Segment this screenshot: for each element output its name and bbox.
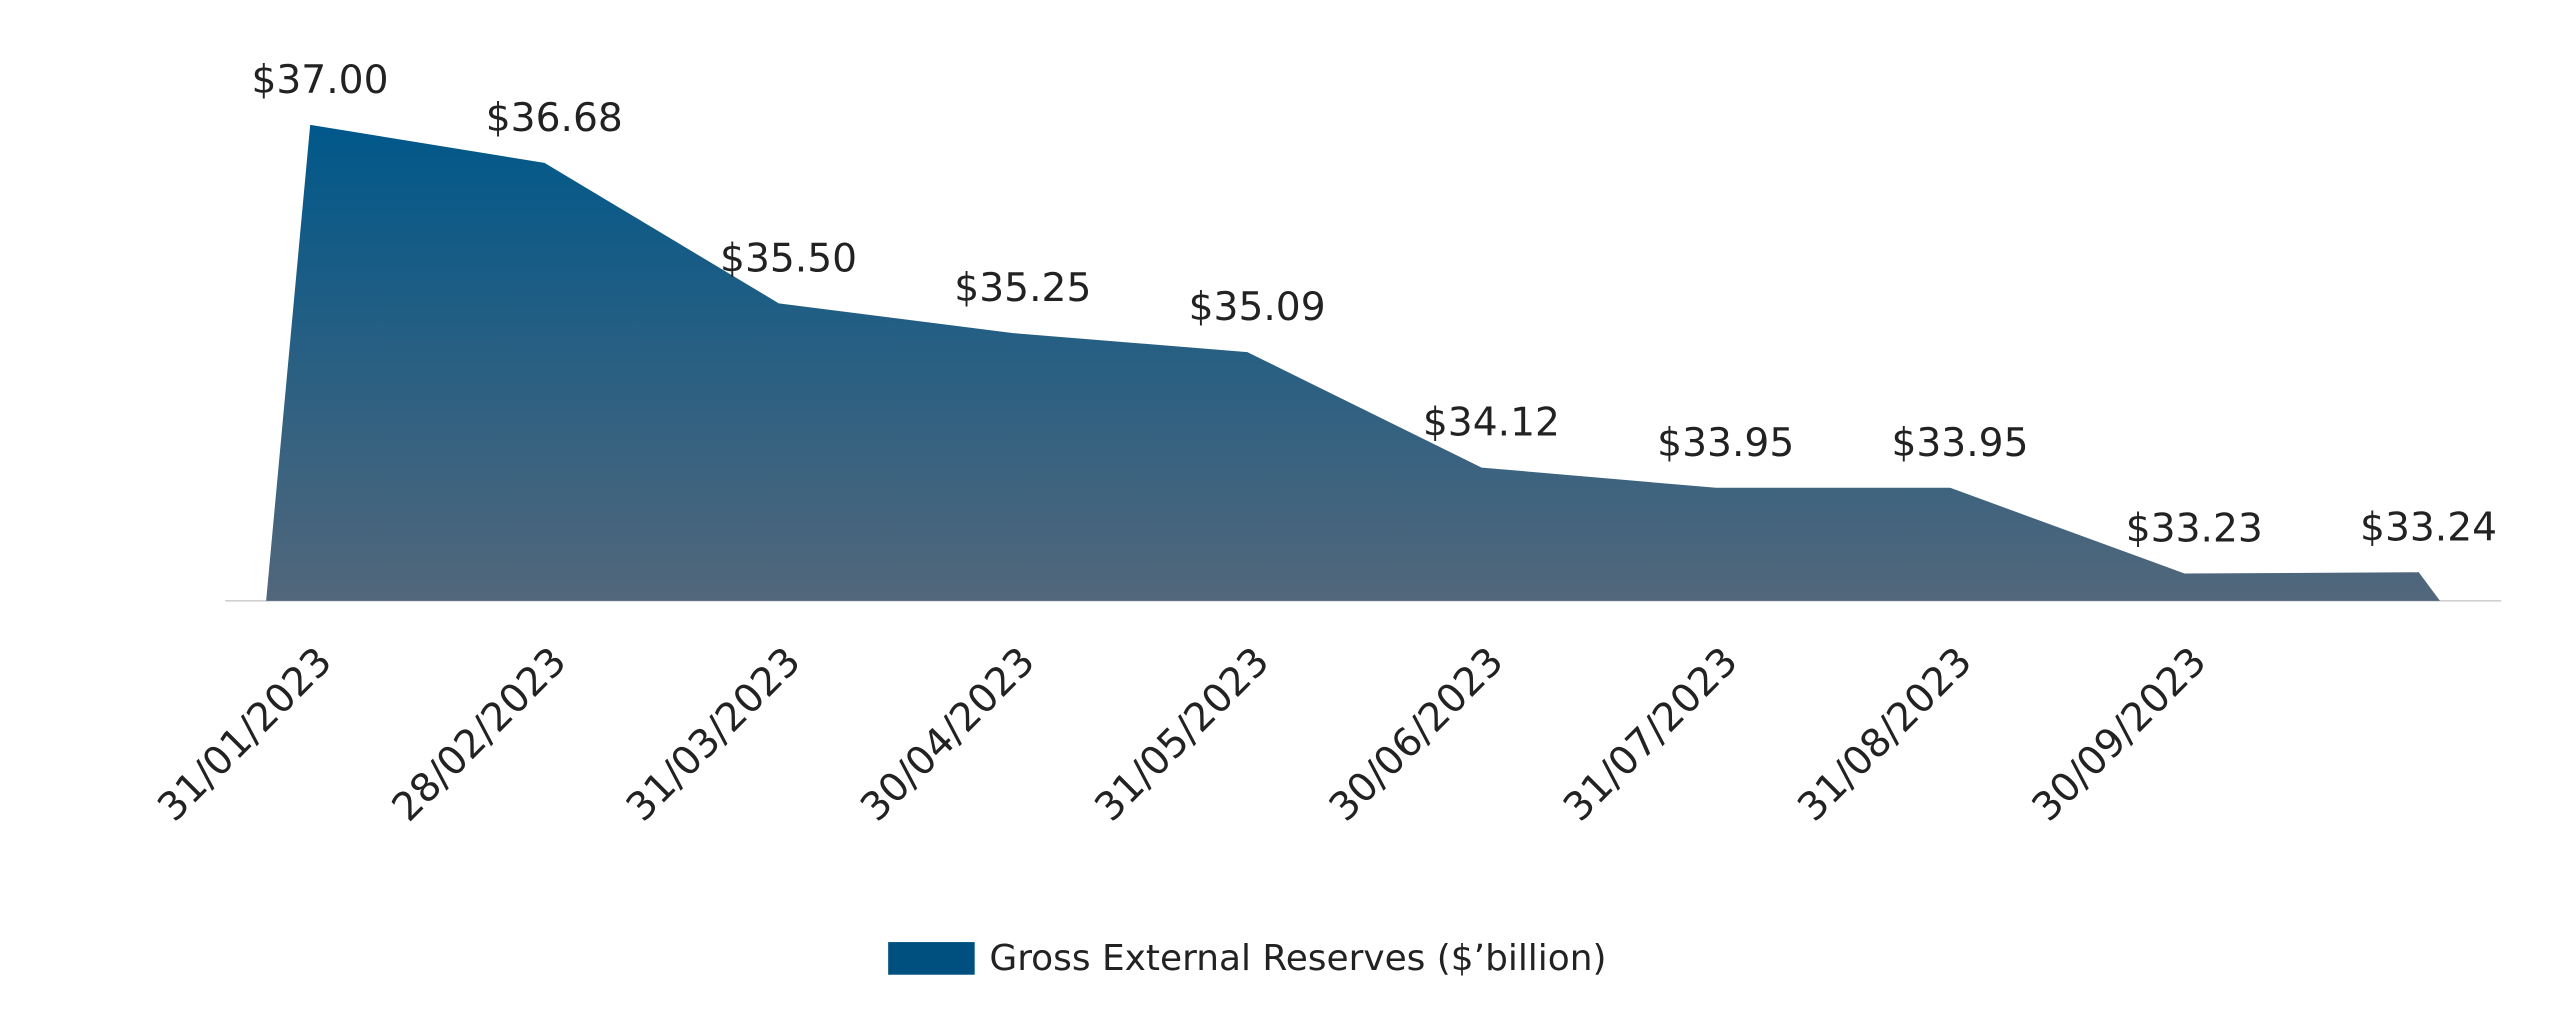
value-label: $33.24 [2360,505,2497,550]
value-label: $35.09 [1189,285,1326,330]
value-label: $34.12 [1423,401,1560,446]
x-tick-label: 31/05/2023 [1087,639,1278,830]
value-label: $33.95 [1891,421,2028,466]
x-tick-label: 31/01/2023 [150,639,341,830]
x-tick-label: 30/09/2023 [2024,639,2215,830]
x-tick-label: 28/02/2023 [384,639,575,830]
x-tick-label: 31/03/2023 [618,639,809,830]
x-tick-label: 30/04/2023 [852,639,1043,830]
value-label: $35.25 [954,266,1091,311]
value-label: $37.00 [251,58,388,103]
value-label: $33.23 [2126,507,2263,552]
value-label: $35.50 [720,236,857,281]
x-tick-label: 30/06/2023 [1321,639,1512,830]
value-label: $33.95 [1657,421,1794,466]
x-tick-label: 31/08/2023 [1790,639,1981,830]
x-tick-label: 31/07/2023 [1555,639,1746,830]
area [266,124,2440,601]
legend-swatch [888,942,975,975]
legend-label: Gross External Reserves ($’billion) [989,938,1606,979]
value-label: $36.68 [486,96,623,141]
